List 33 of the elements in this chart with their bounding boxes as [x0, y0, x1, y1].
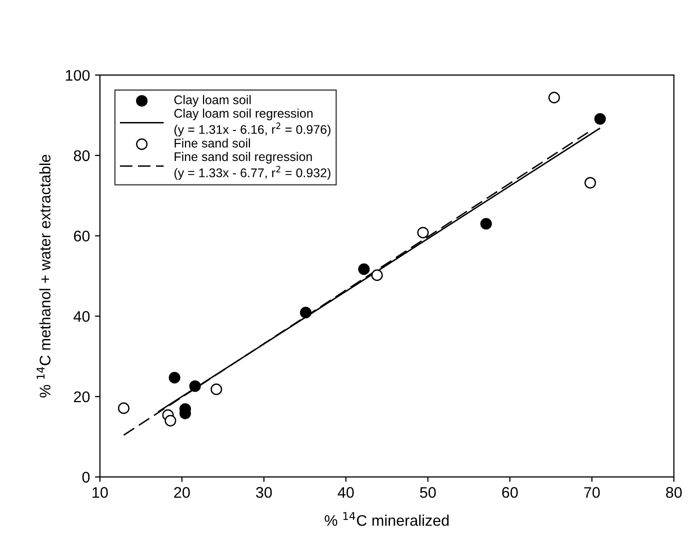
legend-label: Clay loam soil	[174, 95, 251, 107]
point	[480, 218, 492, 230]
x-axis-title: % $^{14}$C mineralized	[324, 512, 449, 526]
legend-label: Clay loam soil regression (y = 1.31x - 6.16, r$^{2}$ = 0.976)	[174, 108, 330, 136]
y-tick-label: 40	[74, 311, 90, 322]
x-tick-label: 30	[256, 487, 272, 498]
point	[548, 92, 560, 104]
x-tick-label: 70	[584, 487, 600, 498]
point	[584, 176, 596, 189]
legend-label: Fine sand soil	[174, 138, 250, 148]
x-tick-label: 10	[92, 487, 108, 498]
point	[189, 380, 201, 392]
x-tick-label: 40	[338, 487, 354, 498]
point	[168, 372, 180, 384]
point	[210, 384, 222, 396]
legend-label: Fine sand soil regression (y = 1.33x - 6.77, r$^{2}$ = 0.932)	[174, 152, 330, 180]
x-tick-label: 50	[420, 487, 436, 498]
point	[118, 402, 130, 414]
y-tick-label: 60	[74, 230, 90, 242]
y-tick-label: 100	[66, 70, 90, 81]
x-tick-label: 80	[666, 487, 682, 498]
y-tick-label: 20	[74, 391, 90, 402]
point	[594, 113, 606, 125]
x-tick-label: 20	[174, 487, 190, 498]
y-axis-title: % $^{14}$C methanol + water extractable	[36, 154, 50, 398]
point	[300, 306, 312, 318]
y-tick-label: 80	[74, 150, 90, 162]
point	[417, 226, 429, 238]
point	[358, 263, 370, 275]
point	[371, 269, 383, 281]
point	[164, 414, 176, 426]
y-tick-label: 0	[82, 472, 90, 483]
x-tick-label: 60	[502, 487, 518, 498]
